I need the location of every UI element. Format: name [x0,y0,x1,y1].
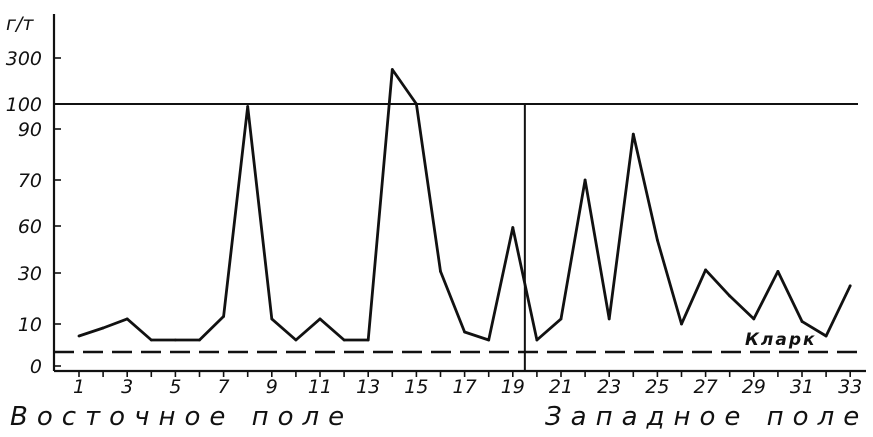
y-axis-unit-label: г/т [6,13,34,35]
x-tick-label: 25 [645,376,669,398]
y-tick-label: 60 [18,216,42,238]
data-series [77,68,852,342]
data-point [656,238,659,242]
x-tick-label: 9 [266,376,278,398]
data-point [824,334,828,338]
data-point [222,314,226,318]
data-point [728,294,732,298]
data-point [198,338,201,342]
data-point [270,317,274,321]
section-label-west: Западное поле [545,402,868,432]
series-line [78,68,852,342]
data-point [559,317,563,321]
x-tick-label: 29 [742,376,766,398]
data-point [511,226,515,229]
data-point [776,270,780,273]
data-point [294,338,298,342]
x-tick-label: 19 [501,376,525,398]
data-point [704,268,707,272]
x-tick-label: 31 [790,376,814,398]
x-tick-label: 15 [404,376,428,398]
reference-lines [54,103,858,371]
y-axis-ticks: 0 10 30 60 70 90 100 300 [6,48,61,378]
data-point [125,317,129,321]
data-point [631,132,635,136]
y-tick-label: 30 [18,263,42,285]
x-tick-label: 5 [169,376,181,398]
y-tick-label: 0 [30,356,42,378]
axes [52,14,866,373]
data-point [366,338,370,342]
data-point [752,317,756,321]
data-point [101,326,105,330]
data-point [535,338,539,342]
x-tick-label: 27 [694,376,718,398]
data-point [342,338,346,342]
y-tick-label: 70 [18,170,42,192]
section-label-east: Восточное поле [10,402,353,432]
y-tick-label: 300 [6,48,42,70]
data-point [77,334,81,338]
x-tick-label: 3 [121,376,133,398]
x-axis-ticks: 1 3 5 7 9 11 13 15 17 19 21 23 25 27 29 31 33 [73,371,862,398]
data-point [583,178,587,182]
y-tick-label: 90 [18,119,42,141]
data-point [246,105,250,108]
data-point [487,338,491,342]
data-point [174,338,177,342]
data-point [607,317,611,321]
data-point [415,102,418,106]
x-tick-label: 11 [308,376,332,398]
data-point [318,317,322,321]
x-tick-label: 1 [73,376,85,398]
y-tick-label: 100 [6,94,42,116]
data-point [800,320,804,323]
data-point [463,330,466,334]
x-tick-label: 17 [453,376,477,398]
x-tick-label: 23 [597,376,621,398]
x-tick-label: 7 [218,376,230,398]
data-point [439,270,442,273]
y-tick-label: 10 [18,314,42,336]
x-tick-label: 21 [549,376,573,398]
data-point [848,284,852,288]
x-tick-label: 33 [838,376,862,398]
data-point [390,68,394,71]
x-tick-label: 13 [356,376,380,398]
clarke-label: Кларк [745,330,817,350]
data-point [149,338,153,342]
data-point [680,322,683,326]
